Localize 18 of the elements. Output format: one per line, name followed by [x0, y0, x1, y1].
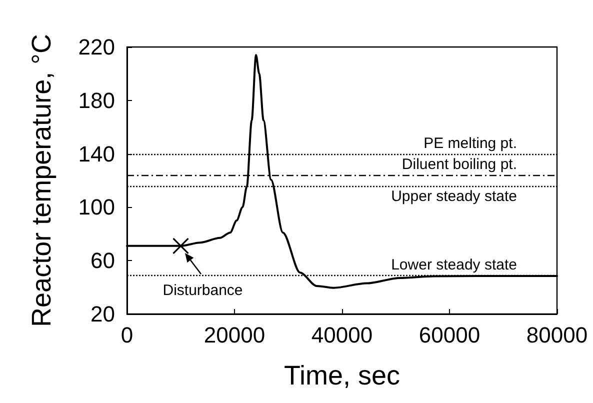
ref-line-label: Upper steady state: [391, 188, 517, 205]
y-tick-label: 180: [78, 88, 115, 113]
y-axis-title: Reactor temperature, °C: [26, 34, 56, 327]
x-tick-label: 20000: [204, 322, 266, 348]
x-tick-label: 40000: [311, 322, 373, 348]
x-tick-label: 60000: [418, 322, 480, 348]
ref-line-label: Diluent boiling pt.: [402, 156, 517, 174]
y-tick-label: 220: [78, 34, 115, 60]
annotation: Disturbance: [162, 282, 243, 299]
y-tick-label: 20: [90, 302, 115, 326]
y-tick-label: 100: [78, 194, 115, 220]
y-tick-label: 140: [78, 141, 115, 166]
x-tick-label: 80000: [526, 322, 588, 348]
x-tick-label: 0: [120, 322, 134, 348]
x-axis-title: Time, sec: [284, 360, 400, 390]
y-tick-label: 60: [90, 248, 115, 274]
ref-line-label: Lower steady state: [391, 256, 517, 274]
ref-line-label: PE melting pt.: [424, 134, 517, 152]
